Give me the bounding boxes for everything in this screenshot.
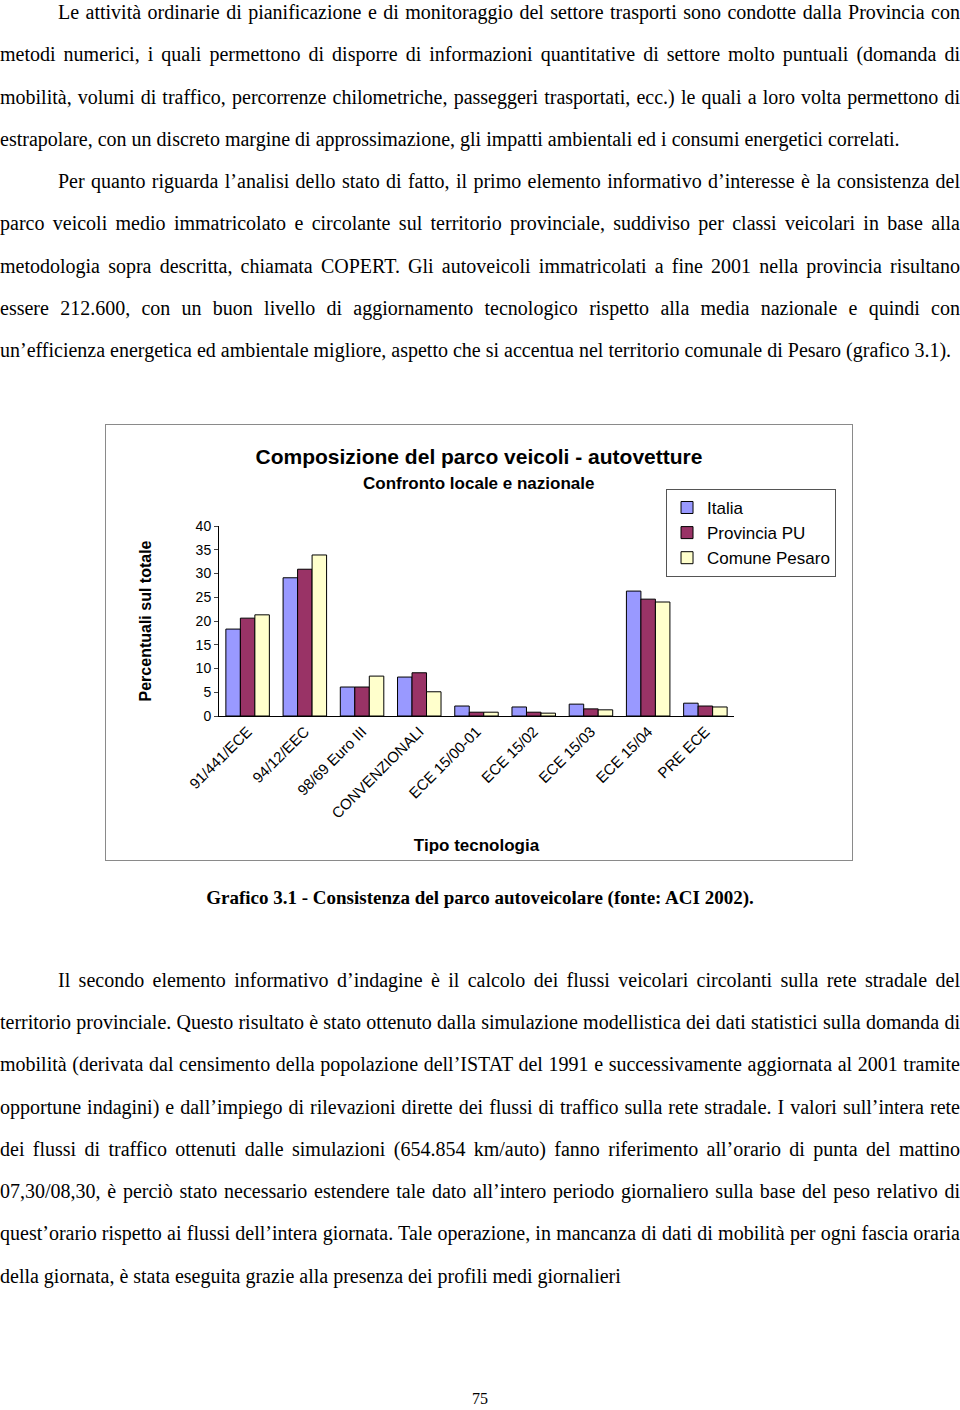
svg-text:5: 5 xyxy=(203,684,211,700)
svg-text:Composizione del parco veicoli: Composizione del parco veicoli - autovet… xyxy=(256,445,703,468)
svg-text:CONVENZIONALI: CONVENZIONALI xyxy=(328,723,427,822)
html-text:Le attività ordinarie di piani: Le attività ordinarie di pianificazione … xyxy=(0,1,960,150)
svg-text:Tipo tecnologia: Tipo tecnologia xyxy=(414,836,540,855)
svg-text:ECE 15/04: ECE 15/04 xyxy=(592,723,655,786)
html-text:75: 75 xyxy=(472,1390,488,1407)
svg-text:10: 10 xyxy=(196,660,212,676)
svg-text:91/441/ECE: 91/441/ECE xyxy=(186,723,255,792)
svg-text:30: 30 xyxy=(196,565,212,581)
html-text:Grafico 3.1 - Consistenza del: Grafico 3.1 - Consistenza del parco auto… xyxy=(206,886,754,908)
svg-text:Italia: Italia xyxy=(707,499,743,518)
svg-text:20: 20 xyxy=(196,613,212,629)
svg-text:Provincia PU: Provincia PU xyxy=(707,524,805,543)
svg-text:ECE 15/02: ECE 15/02 xyxy=(478,723,541,786)
svg-text:Comune Pesaro: Comune Pesaro xyxy=(707,549,830,568)
svg-text:0: 0 xyxy=(203,708,211,724)
svg-text:94/12/EEC: 94/12/EEC xyxy=(249,722,312,785)
svg-text:ECE 15/00-01: ECE 15/00-01 xyxy=(405,723,484,802)
svg-text:ECE 15/03: ECE 15/03 xyxy=(535,723,598,786)
svg-text:Percentuali sul totale: Percentuali sul totale xyxy=(137,540,154,701)
svg-text:40: 40 xyxy=(196,518,212,534)
svg-text:15: 15 xyxy=(196,636,212,652)
svg-text:35: 35 xyxy=(196,541,212,557)
svg-text:PRE ECE: PRE ECE xyxy=(654,723,713,782)
svg-text:25: 25 xyxy=(196,589,212,605)
html-text:Per quanto riguarda l’analisi: Per quanto riguarda l’analisi dello stat… xyxy=(0,170,960,362)
svg-text:Confronto locale e nazionale: Confronto locale e nazionale xyxy=(363,474,594,493)
svg-text:98/69 Euro III: 98/69 Euro III xyxy=(294,723,370,799)
html-text:Il secondo elemento informativ: Il secondo elemento informativo d’indagi… xyxy=(0,968,960,1287)
